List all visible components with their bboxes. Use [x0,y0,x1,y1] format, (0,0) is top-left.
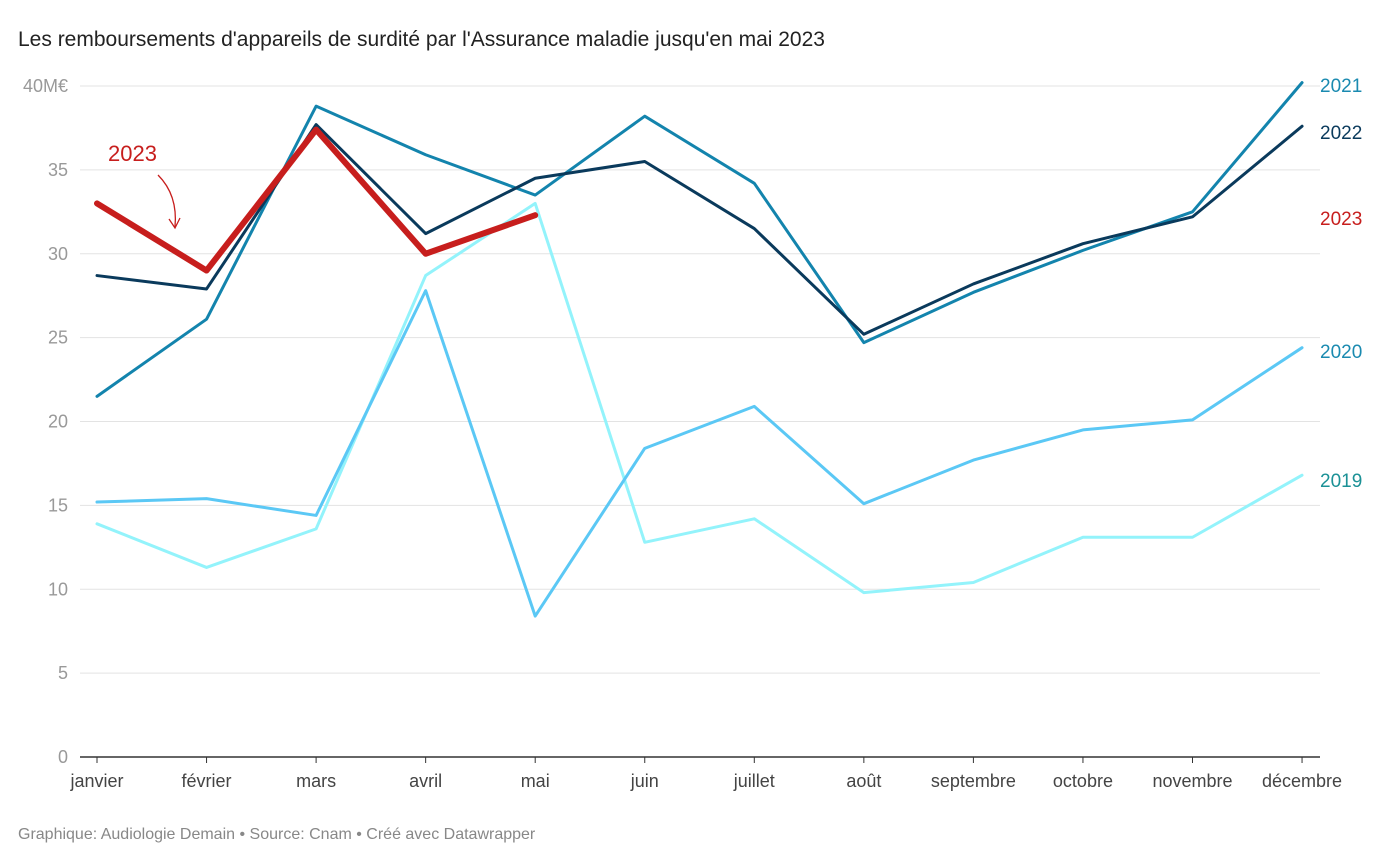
x-tick-label: septembre [931,771,1016,791]
series-line-2023 [94,126,539,274]
x-tick-label: janvier [69,771,123,791]
chart-title: Les remboursements d'appareils de surdit… [18,28,825,51]
series-label-2023: 2023 [1320,209,1362,230]
y-tick-label: 0 [58,747,68,767]
y-tick-label: 20 [48,412,68,432]
y-tick-label: 30 [48,244,68,264]
x-tick-label: février [182,771,232,791]
series-label-2021: 2021 [1320,76,1362,97]
annotation-arrow-icon [157,174,177,228]
x-tick-label: mai [521,771,550,791]
x-tick-label: août [846,771,881,791]
series-line-2021 [95,81,1304,398]
series-line-2019 [95,201,1304,595]
series-label-2022: 2022 [1320,123,1362,144]
y-tick-label: 35 [48,160,68,180]
series-label-2020: 2020 [1320,342,1362,363]
series-label-2019: 2019 [1320,471,1362,492]
x-tick-label: mars [296,771,336,791]
y-tick-label: 5 [58,663,68,683]
chart-footer: Graphique: Audiologie Demain • Source: C… [18,826,536,843]
arrowhead-icon [168,217,181,230]
annotation-2023: 2023 [108,141,157,166]
x-tick-label: avril [409,771,442,791]
y-tick-label: 15 [48,495,68,515]
x-tick-label: novembre [1152,771,1232,791]
y-tick-label: 10 [48,579,68,599]
x-tick-label: juin [630,771,659,791]
y-tick-label: 40M€ [23,76,68,96]
y-tick-label: 25 [48,328,68,348]
x-tick-label: octobre [1053,771,1113,791]
series-line-2020 [95,289,1304,618]
x-tick-label: juillet [733,771,775,791]
x-tick-label: décembre [1262,771,1342,791]
series-line-2022 [95,123,1304,336]
